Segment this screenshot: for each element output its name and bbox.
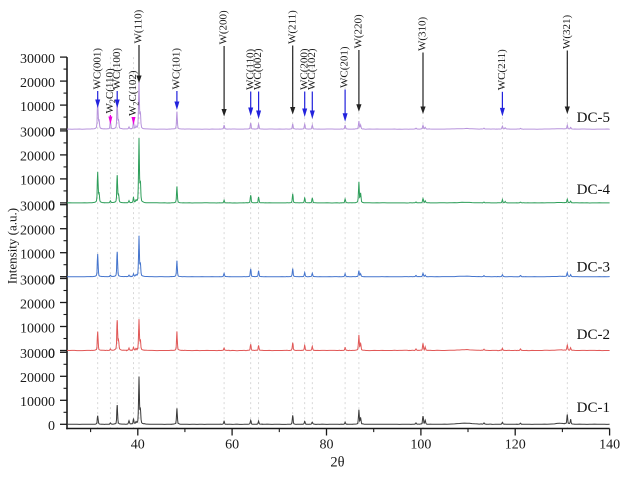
svg-text:40: 40 <box>131 438 145 453</box>
svg-text:WC(002): WC(002) <box>252 48 264 90</box>
svg-text:10000: 10000 <box>20 100 55 115</box>
svg-text:DC-3: DC-3 <box>577 260 610 276</box>
svg-text:W(220): W(220) <box>353 14 365 49</box>
svg-text:10000: 10000 <box>20 248 55 263</box>
svg-text:0: 0 <box>48 346 55 361</box>
svg-text:100: 100 <box>410 438 431 453</box>
svg-text:20000: 20000 <box>20 297 55 312</box>
svg-text:10000: 10000 <box>20 174 55 189</box>
svg-text:W(200): W(200) <box>218 10 230 45</box>
svg-text:140: 140 <box>599 438 620 453</box>
svg-text:W(321): W(321) <box>561 14 573 49</box>
svg-text:WC(101): WC(101) <box>171 48 183 90</box>
svg-text:2θ: 2θ <box>330 455 344 471</box>
svg-text:30000: 30000 <box>20 126 55 141</box>
svg-text:WC(110): WC(110) <box>244 49 256 90</box>
svg-text:WC(102): WC(102) <box>306 48 318 90</box>
svg-text:WC(100): WC(100) <box>111 48 123 90</box>
svg-text:WC(001): WC(001) <box>91 48 103 90</box>
svg-text:DC-1: DC-1 <box>577 400 610 416</box>
svg-text:WC(200): WC(200) <box>298 48 310 90</box>
svg-text:W(110): W(110) <box>133 9 145 43</box>
svg-text:W(211): W(211) <box>286 10 298 44</box>
svg-text:20000: 20000 <box>20 224 55 239</box>
svg-text:0: 0 <box>48 125 55 140</box>
svg-text:20000: 20000 <box>20 371 55 386</box>
svg-text:0: 0 <box>48 199 55 214</box>
svg-text:30000: 30000 <box>20 200 55 215</box>
svg-text:120: 120 <box>505 438 526 453</box>
svg-text:0: 0 <box>48 273 55 288</box>
svg-text:WC(201): WC(201) <box>339 46 351 88</box>
svg-text:20000: 20000 <box>20 76 55 91</box>
svg-text:W(310): W(310) <box>417 16 429 51</box>
svg-text:DC-2: DC-2 <box>577 327 610 343</box>
svg-text:WC(211): WC(211) <box>496 49 508 90</box>
svg-text:30000: 30000 <box>20 347 55 362</box>
svg-text:80: 80 <box>320 438 334 453</box>
svg-text:10000: 10000 <box>20 395 55 410</box>
svg-text:Intensity (a.u.): Intensity (a.u.) <box>5 208 20 284</box>
svg-text:W2C(110): W2C(110) <box>104 68 117 113</box>
svg-text:W2C(102): W2C(102) <box>127 70 140 116</box>
svg-text:30000: 30000 <box>20 52 55 67</box>
svg-text:20000: 20000 <box>20 150 55 165</box>
svg-text:10000: 10000 <box>20 321 55 336</box>
svg-text:0: 0 <box>48 419 55 434</box>
svg-text:DC-4: DC-4 <box>577 182 611 198</box>
svg-text:30000: 30000 <box>20 273 55 288</box>
svg-text:60: 60 <box>225 438 239 453</box>
svg-text:DC-5: DC-5 <box>577 110 610 126</box>
